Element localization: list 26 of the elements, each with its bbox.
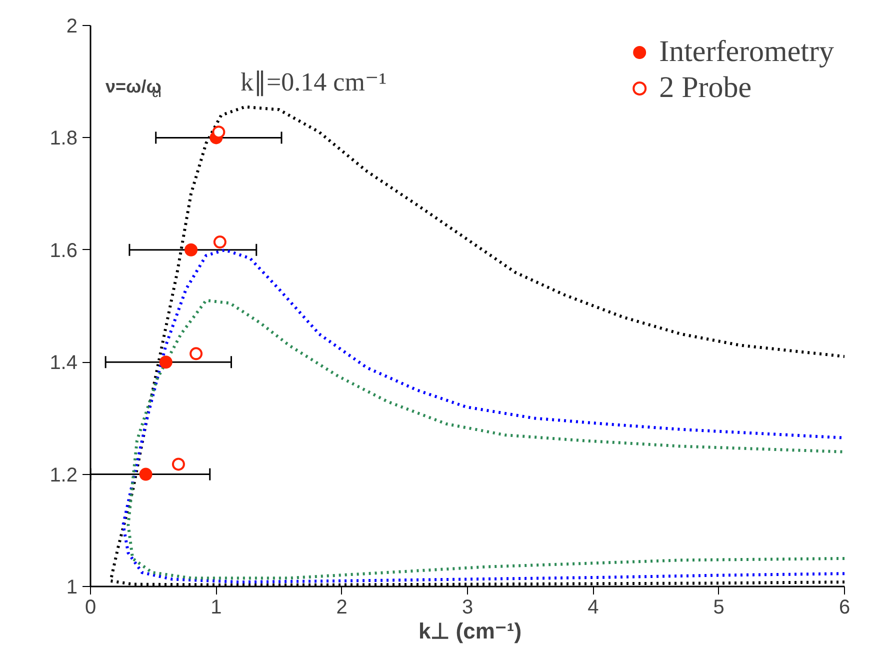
legend-label: 2 Probe: [659, 71, 752, 105]
point: [139, 468, 152, 481]
x-tick-label: 6: [838, 596, 850, 618]
y-tick-label: 1: [66, 576, 78, 598]
x-tick-label: 4: [588, 596, 599, 618]
x-tick-label: 0: [84, 596, 96, 618]
point: [172, 458, 185, 471]
x-tick-label: 1: [210, 596, 222, 618]
annotation: k∥=0.14 cm⁻¹: [240, 68, 387, 96]
line-series: [122, 248, 844, 584]
point: [184, 243, 198, 256]
y-tick-label: 2: [66, 16, 78, 38]
point: [212, 126, 226, 139]
legend-label: Interferometry: [659, 35, 834, 69]
y-tick-label: 1.6: [50, 240, 78, 262]
line-series: [126, 298, 844, 580]
point: [190, 347, 203, 360]
y-tick-label: 1.8: [50, 128, 78, 150]
y-tick-label: 1.4: [50, 352, 78, 374]
x-axis-title: k⊥ (cm⁻¹): [418, 618, 522, 644]
point: [159, 356, 172, 369]
x-tick-label: 2: [336, 596, 348, 618]
point: [213, 236, 226, 249]
x-tick-label: 5: [713, 596, 724, 618]
y-tick-label: 1.2: [50, 464, 78, 486]
x-tick-label: 3: [462, 596, 474, 618]
